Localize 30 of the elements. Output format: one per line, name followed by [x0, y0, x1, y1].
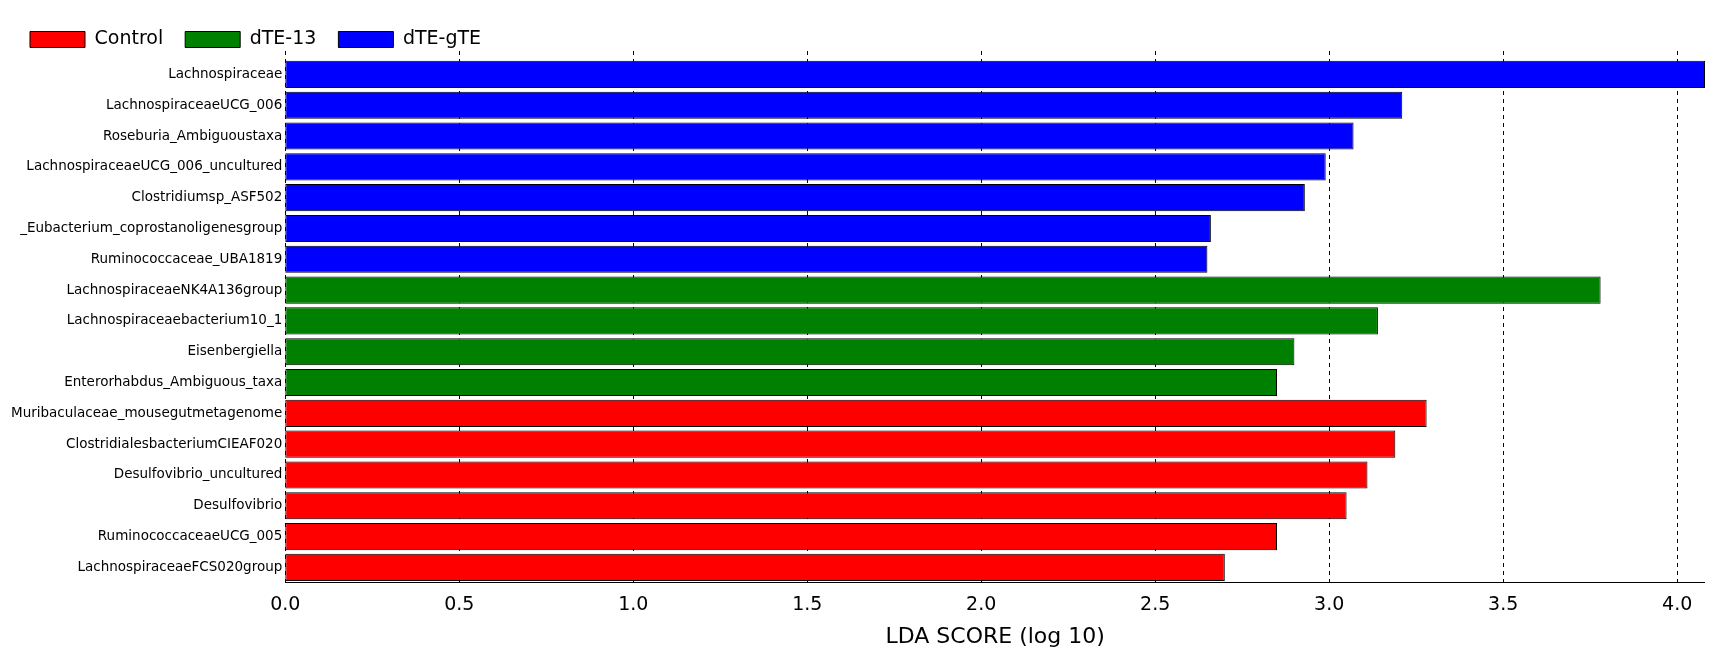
- y-tick-label: LachnospiraceaeUCG_006: [105, 95, 283, 112]
- y-tick-label: Enterorhabdus_Ambiguous_taxa: [64, 373, 283, 390]
- y-tick-label: RuminococcaceaeUCG_005: [97, 527, 283, 544]
- y-tick-label: LachnospiraceaeUCG_006_uncultured: [26, 157, 283, 174]
- y-tick-label: LachnospiraceaeFCS020group: [77, 557, 283, 574]
- legend-label: dTE-13: [249, 26, 317, 49]
- y-tick-label: _Eubacterium_coprostanoligenesgroup: [19, 218, 283, 235]
- y-tick-label: Eisenbergiella: [187, 342, 283, 359]
- x-tick-label: 0.5: [444, 592, 475, 615]
- legend-label: dTE-gTE: [402, 26, 482, 49]
- legend-label: Control: [94, 26, 164, 49]
- y-tick-label: Lachnospiraceae: [168, 64, 283, 81]
- x-tick-label: 0.0: [270, 592, 301, 615]
- x-axis-title: LDA SCORE (log 10): [885, 622, 1105, 648]
- y-tick-label: Lachnospiraceaebacterium10_1: [66, 311, 283, 328]
- x-tick-label: 1.5: [792, 592, 823, 615]
- x-tick-label: 3.5: [1488, 592, 1519, 615]
- x-tick-label: 2.5: [1140, 592, 1171, 615]
- x-tick-label: 1.0: [618, 592, 649, 615]
- y-tick-label: Roseburia_Ambiguoustaxa: [102, 126, 283, 143]
- y-tick-label: Clostridiumsp_ASF502: [131, 188, 283, 205]
- y-tick-label: Desulfovibrio_uncultured: [113, 465, 283, 482]
- x-tick-label: 3.0: [1314, 592, 1345, 615]
- x-tick-label: 4.0: [1662, 592, 1693, 615]
- y-tick-label: Ruminococcaceae_UBA1819: [90, 249, 283, 266]
- y-tick-label: LachnospiraceaeNK4A136group: [66, 280, 283, 297]
- y-tick-label: Desulfovibrio: [193, 496, 283, 513]
- y-tick-label: Muribaculaceae_mousegutmetagenome: [10, 403, 283, 420]
- x-tick-label: 2.0: [966, 592, 997, 615]
- y-tick-label: ClostridialesbacteriumCIEAF020: [65, 434, 283, 451]
